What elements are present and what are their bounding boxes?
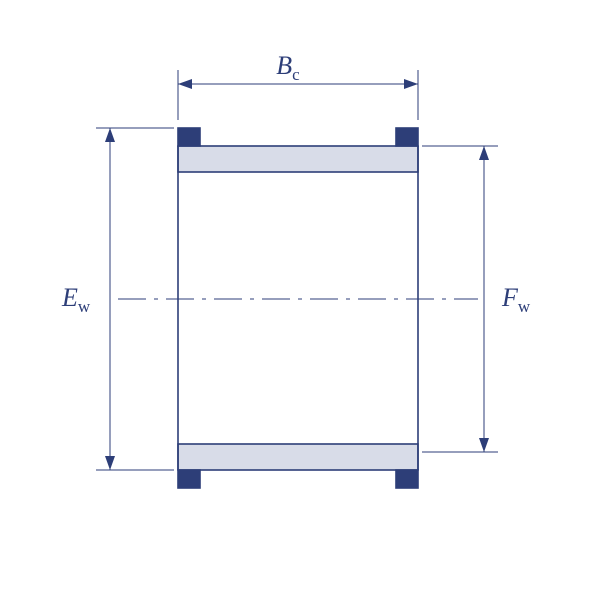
svg-text:Fw: Fw bbox=[501, 283, 531, 316]
svg-text:Bc: Bc bbox=[276, 51, 300, 84]
svg-text:Ew: Ew bbox=[61, 283, 91, 316]
